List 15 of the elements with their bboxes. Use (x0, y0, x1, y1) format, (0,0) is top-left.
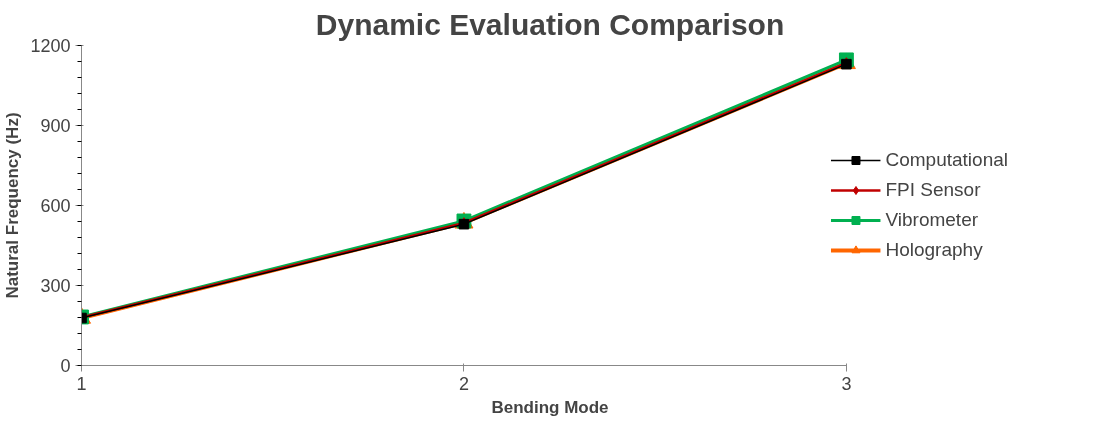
x-tick-label: 2 (458, 373, 469, 394)
legend-label: FPI Sensor (885, 179, 981, 201)
legend-label: Holography (885, 239, 983, 261)
x-tick-label: 1 (76, 373, 87, 394)
y-tick-label: 600 (40, 196, 71, 216)
x-axis-title: Bending Mode (491, 397, 609, 417)
y-tick-label: 300 (40, 276, 71, 296)
y-tick-label: 900 (40, 116, 71, 136)
y-tick-label: 0 (60, 356, 71, 376)
legend-label: Vibrometer (885, 209, 979, 231)
legend-label: Computational (885, 149, 1008, 171)
y-axis-title: Natural Frequency (Hz) (3, 112, 23, 299)
y-tick-label: 1200 (30, 36, 71, 56)
chart-title: Dynamic Evaluation Comparison (315, 7, 785, 41)
x-tick-label: 3 (841, 373, 852, 394)
